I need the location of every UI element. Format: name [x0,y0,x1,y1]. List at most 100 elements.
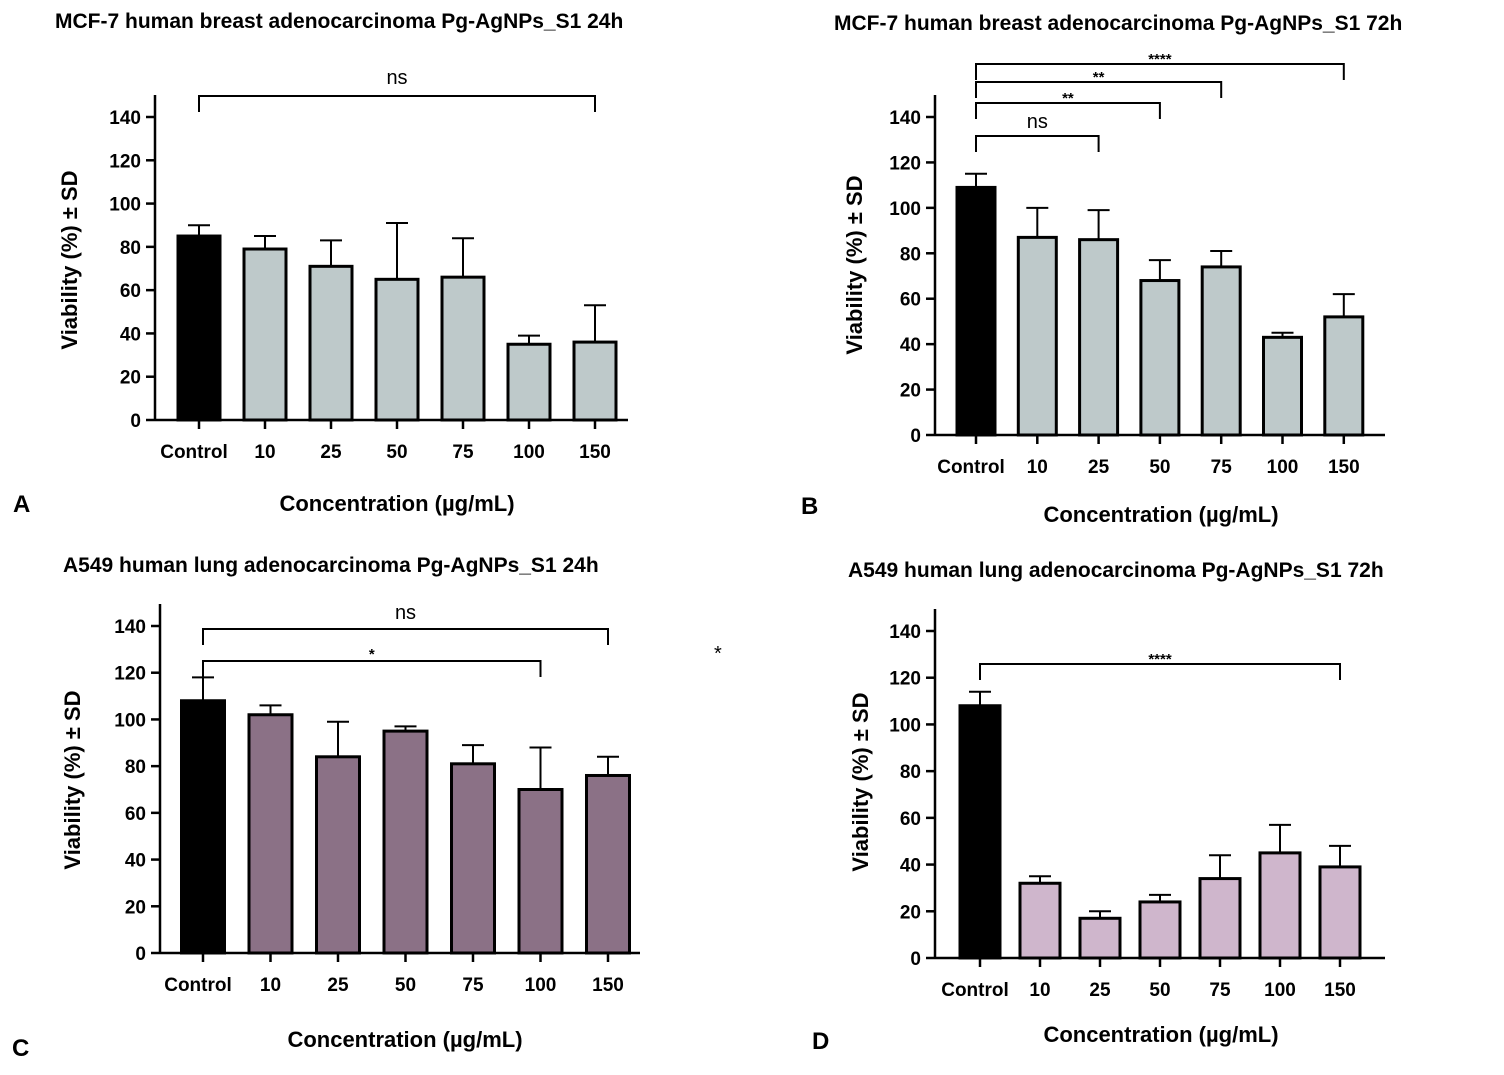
x-tick-label: 150 [1328,457,1360,478]
y-axis-label: Viability (%) ± SD [842,175,867,354]
chart-title: A549 human lung adenocarcinoma Pg-AgNPs_… [848,559,1384,582]
x-tick-label: 10 [260,975,281,996]
chart-title: A549 human lung adenocarcinoma Pg-AgNPs_… [63,554,599,577]
significance-label: **** [1148,51,1172,68]
bar-25 [315,755,361,955]
bar-control [958,704,1002,960]
y-tick-label: 60 [900,809,921,830]
panel-a: MCF-7 human breast adenocarcinoma Pg-AgN… [13,10,628,518]
y-tick-label: 140 [109,108,141,129]
y-tick-label: 100 [114,710,146,731]
panel-d: A549 human lung adenocarcinoma Pg-AgNPs_… [812,559,1385,1055]
x-tick-label: 25 [1089,980,1111,1001]
x-axis-label: Concentration (µg/mL) [1043,1022,1278,1047]
significance-label: ns [386,67,407,89]
x-tick-label: 50 [386,442,407,463]
significance-bracket [198,95,596,112]
y-tick-label: 100 [109,195,141,216]
panel-c: A549 human lung adenocarcinoma Pg-AgNPs_… [12,554,640,1062]
bar-50 [382,729,429,955]
bar-50 [1138,900,1182,960]
significance-label: ** [1093,69,1105,86]
significance-label: * [369,646,375,663]
bar-100 [1262,335,1303,437]
y-tick-label: 0 [135,944,146,965]
x-tick-label: Control [941,980,1009,1001]
x-tick-label: 150 [579,442,611,463]
y-tick-label: 120 [889,669,921,690]
x-tick-label: Control [937,457,1005,478]
bar-10 [1018,881,1062,960]
x-tick-label: 50 [395,975,416,996]
bar-50 [1139,279,1181,437]
x-tick-label: Control [160,442,228,463]
bar-10 [1016,235,1058,437]
significance-label: ** [1062,90,1074,107]
y-tick-label: 0 [910,426,921,447]
y-axis-label: Viability (%) ± SD [60,690,85,869]
x-tick-label: 150 [1324,980,1356,1001]
x-tick-label: 75 [1209,980,1231,1001]
y-axis-label: Viability (%) ± SD [57,170,82,349]
bar-100 [506,342,552,422]
significance-bracket [975,81,1223,98]
bar-25 [1078,238,1120,437]
panel-letter: B [801,493,818,520]
significance-bracket [202,628,609,645]
y-tick-label: 40 [900,335,921,356]
x-tick-label: 75 [462,975,484,996]
bar-75 [1198,877,1242,960]
y-tick-label: 120 [114,664,146,685]
x-tick-label: 75 [452,442,474,463]
y-tick-label: 140 [114,617,146,638]
bar-100 [1258,851,1302,960]
y-tick-label: 80 [900,762,921,783]
y-tick-label: 80 [125,757,146,778]
x-tick-label: 100 [1267,457,1299,478]
x-tick-label: 10 [1027,457,1048,478]
y-tick-label: 60 [125,804,146,825]
y-tick-label: 80 [120,238,141,259]
y-tick-label: 40 [120,324,141,345]
x-tick-label: 100 [525,975,557,996]
y-tick-label: 140 [889,622,921,643]
x-tick-label: 10 [1029,980,1050,1001]
x-tick-label: 100 [1264,980,1296,1001]
significance-bracket [202,660,542,677]
y-tick-label: 80 [900,244,921,265]
bar-75 [1200,265,1242,437]
x-axis-label: Concentration (µg/mL) [287,1027,522,1052]
stray-asterisk: * [714,643,722,665]
x-tick-label: 25 [327,975,349,996]
y-tick-label: 140 [889,108,921,129]
significance-label: ns [1027,111,1048,133]
y-tick-label: 100 [889,715,921,736]
significance-bracket [979,663,1341,680]
bar-10 [247,713,294,955]
y-tick-label: 40 [125,851,146,872]
y-tick-label: 20 [900,381,921,402]
y-tick-label: 120 [109,151,141,172]
y-tick-label: 60 [900,290,921,311]
x-tick-label: 10 [254,442,275,463]
panel-letter: A [13,491,30,518]
x-tick-label: 75 [1211,457,1233,478]
x-tick-label: 25 [1088,457,1110,478]
x-tick-label: 150 [592,975,624,996]
y-tick-label: 20 [120,368,141,389]
bar-50 [374,277,420,422]
y-tick-label: 0 [130,411,141,432]
x-tick-label: 25 [320,442,342,463]
bar-150 [1323,315,1365,437]
bar-75 [440,275,486,422]
panel-b: MCF-7 human breast adenocarcinoma Pg-AgN… [801,12,1402,527]
y-tick-label: 100 [889,199,921,220]
y-tick-label: 120 [889,153,921,174]
y-tick-label: 0 [910,949,921,970]
y-tick-label: 60 [120,281,141,302]
bar-control [955,185,997,437]
y-tick-label: 20 [125,897,146,918]
y-tick-label: 20 [900,902,921,923]
panel-letter: D [812,1028,829,1055]
